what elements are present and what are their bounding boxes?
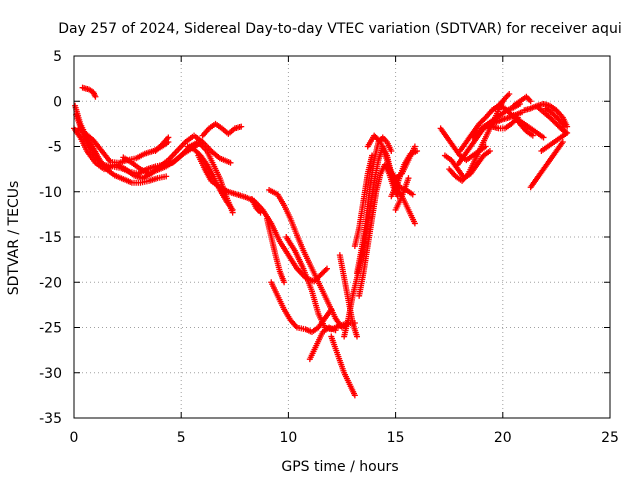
data-point <box>323 265 330 272</box>
data-point <box>369 152 376 159</box>
y-tick-label: -5 <box>48 140 62 156</box>
x-tick-label: 0 <box>70 430 79 446</box>
x-tick-label: 5 <box>177 430 186 446</box>
data-point <box>238 123 245 130</box>
marker-track <box>351 152 376 250</box>
y-tick-label: -15 <box>39 230 62 246</box>
data-point <box>281 279 288 286</box>
marker-track <box>248 195 264 216</box>
marker-track <box>120 139 204 177</box>
x-axis-label: GPS time / hours <box>281 459 398 475</box>
data-point <box>354 333 361 340</box>
y-tick-label: -25 <box>39 321 62 337</box>
data-point <box>376 137 383 144</box>
data-point <box>322 266 329 273</box>
y-axis-label: SDTVAR / TECUs <box>6 181 22 296</box>
data-point <box>165 134 172 141</box>
data-point <box>388 148 395 155</box>
data-point <box>229 206 236 213</box>
y-axis-ticks: 5 0 -5 -10 -15 -20 -25 -30 -35 <box>39 49 610 427</box>
y-tick-label: -30 <box>39 366 62 382</box>
data-point <box>405 175 412 182</box>
marker-track <box>542 105 568 130</box>
marker-track <box>510 93 534 109</box>
data-point <box>227 159 234 166</box>
marker-track <box>392 175 412 213</box>
marker-track <box>521 100 571 130</box>
data-point <box>486 148 493 155</box>
data-point <box>559 138 566 145</box>
marker-track <box>306 324 339 363</box>
marker-track <box>388 148 421 200</box>
y-tick-label: 0 <box>53 94 62 110</box>
data-point <box>561 123 568 130</box>
marker-track <box>328 333 358 399</box>
data-point <box>527 98 534 105</box>
data-point <box>257 209 264 216</box>
marker-track <box>79 84 99 100</box>
data-point <box>163 173 170 180</box>
y-tick-label: -10 <box>39 185 62 201</box>
marker-track <box>263 215 288 286</box>
data-point <box>529 132 536 139</box>
y-tick-label: -35 <box>39 411 62 427</box>
x-tick-label: 25 <box>601 430 619 446</box>
data-point <box>332 327 339 334</box>
x-tick-label: 10 <box>279 430 297 446</box>
x-tick-label: 20 <box>494 430 512 446</box>
data-markers <box>71 84 571 399</box>
marker-track <box>75 125 172 166</box>
data-point <box>409 191 416 198</box>
data-point <box>92 93 99 100</box>
x-axis-ticks: 0 5 10 15 20 25 <box>70 56 619 446</box>
chart-title: Day 257 of 2024, Sidereal Day-to-day VTE… <box>58 21 621 37</box>
data-point <box>538 148 545 155</box>
data-point <box>411 143 418 150</box>
marker-track <box>152 134 172 155</box>
data-point <box>351 392 358 399</box>
x-tick-label: 15 <box>387 430 405 446</box>
y-tick-label: 5 <box>53 49 62 65</box>
marker-track <box>199 120 245 139</box>
data-point <box>506 91 513 98</box>
marker-track <box>354 134 395 277</box>
data-point <box>328 306 335 313</box>
marker-track <box>195 152 330 285</box>
data-point <box>411 220 418 227</box>
marker-track <box>510 111 536 139</box>
marker-track <box>268 279 335 336</box>
data-point <box>540 134 547 141</box>
y-tick-label: -20 <box>39 275 62 291</box>
data-point <box>414 148 421 155</box>
marker-track <box>527 138 566 191</box>
data-point <box>197 139 204 146</box>
